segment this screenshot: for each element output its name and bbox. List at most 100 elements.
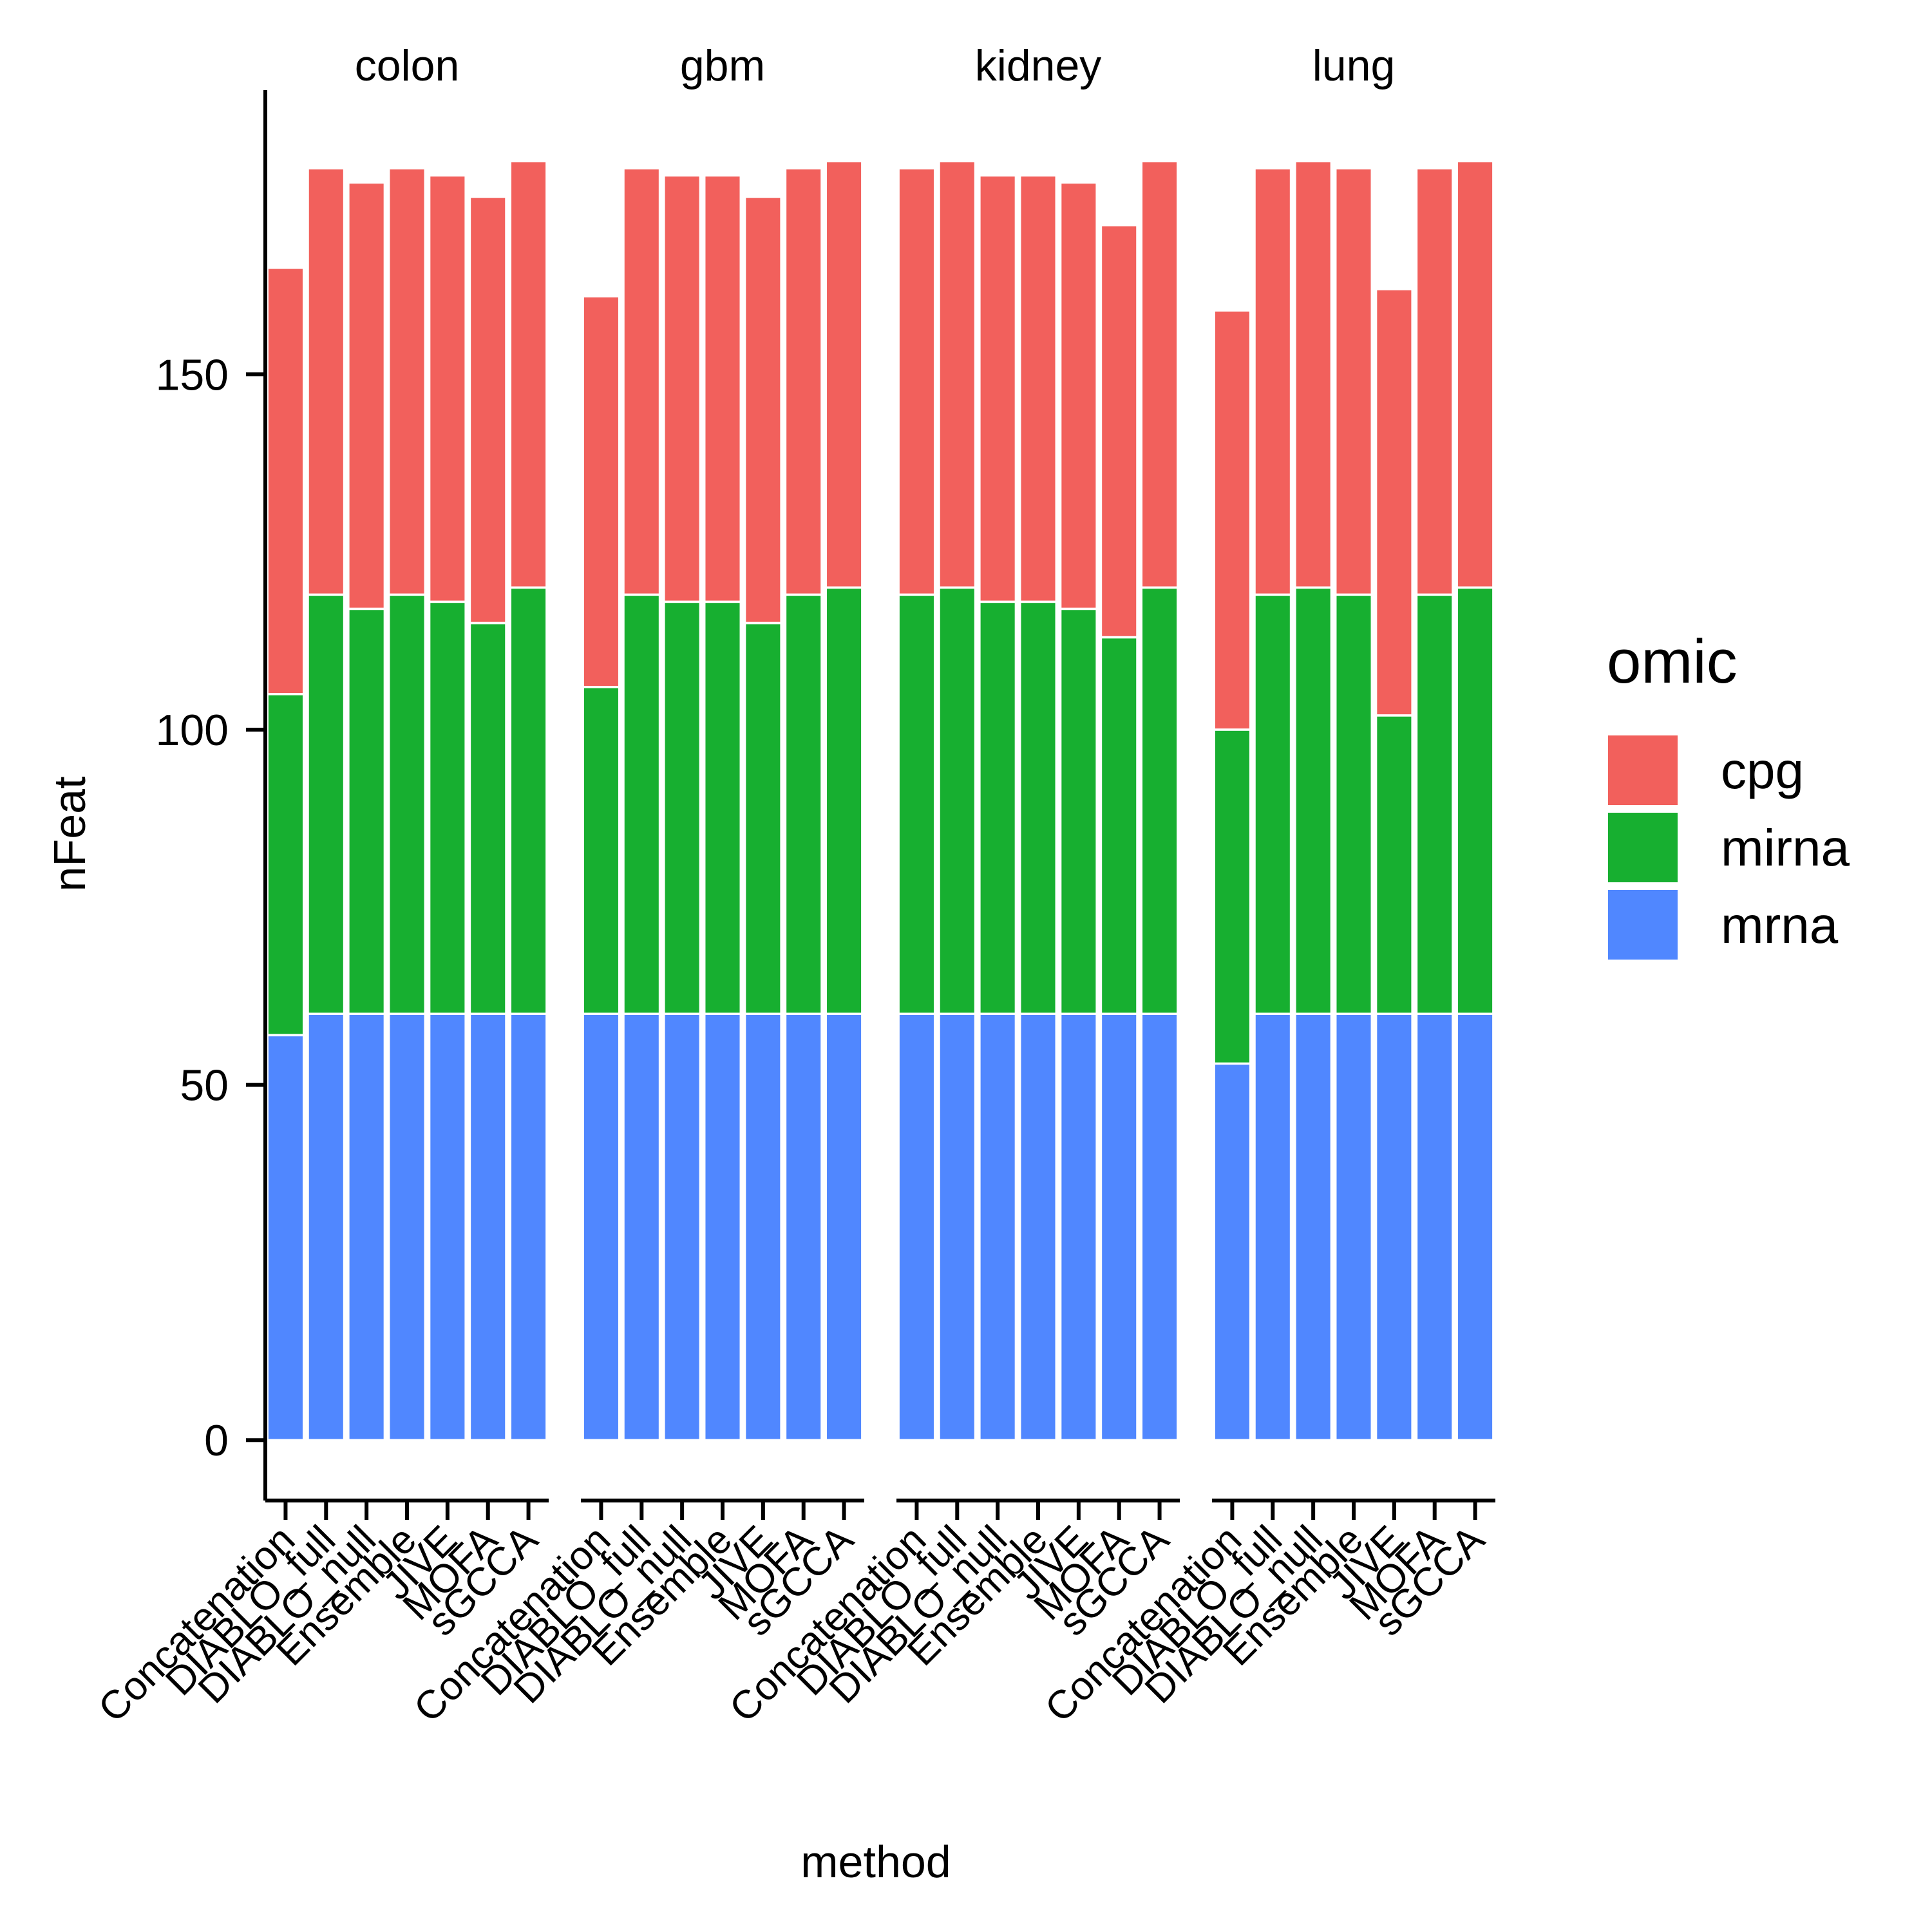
bar-gbm-MOFA-cpg bbox=[784, 167, 823, 596]
bar-kidney-sGCCA-cpg bbox=[1140, 160, 1179, 589]
y-tick-label: 0 bbox=[204, 1416, 229, 1465]
bar-gbm-DIABLO_full-cpg bbox=[622, 167, 661, 596]
bar-gbm-DIABLO_full-mirna bbox=[622, 593, 661, 1016]
bar-kidney-Ensemble-mrna bbox=[1018, 1012, 1058, 1441]
bar-colon-DIABLO_full-cpg bbox=[307, 167, 346, 596]
bar-kidney-MOFA-mirna bbox=[1099, 636, 1139, 1016]
bar-gbm-DIABLO_full-mrna bbox=[622, 1012, 661, 1441]
bar-colon-Ensemble-mirna bbox=[387, 593, 427, 1016]
bar-gbm-sGCCA-mirna bbox=[824, 586, 864, 1016]
bar-colon-DIABLO_full-mirna bbox=[307, 593, 346, 1016]
facet-strip-label: kidney bbox=[975, 41, 1102, 90]
bar-gbm-sGCCA-cpg bbox=[824, 160, 864, 589]
facet-gbm: gbmConcatenationDIABLO_fullDIABLO_nullEn… bbox=[406, 41, 864, 1731]
bar-gbm-Ensemble-cpg bbox=[703, 174, 743, 603]
bar-kidney-Ensemble-cpg bbox=[1018, 174, 1058, 603]
bar-lung-DIABLO_null-mrna bbox=[1294, 1012, 1333, 1441]
y-axis-title: nFeat bbox=[44, 777, 95, 892]
bar-colon-JIVE-cpg bbox=[428, 174, 467, 603]
facet-strip-label: lung bbox=[1312, 41, 1396, 90]
legend-swatch-mirna bbox=[1605, 810, 1680, 885]
bar-colon-sGCCA-mrna bbox=[509, 1012, 548, 1441]
bar-lung-DIABLO_null-cpg bbox=[1294, 160, 1333, 589]
bar-lung-sGCCA-mirna bbox=[1455, 586, 1495, 1016]
bar-gbm-MOFA-mirna bbox=[784, 593, 823, 1016]
bar-kidney-DIABLO_full-mrna bbox=[938, 1012, 977, 1441]
bar-gbm-DIABLO_null-mirna bbox=[663, 600, 702, 1016]
bar-colon-DIABLO_null-cpg bbox=[347, 181, 386, 611]
bar-lung-MOFA-cpg bbox=[1415, 167, 1454, 596]
bar-lung-DIABLO_full-mrna bbox=[1253, 1012, 1293, 1441]
facet-strip-label: colon bbox=[355, 41, 460, 90]
bar-kidney-MOFA-cpg bbox=[1099, 223, 1139, 639]
bar-lung-DIABLO_full-cpg bbox=[1253, 167, 1293, 596]
bar-colon-MOFA-mirna bbox=[468, 621, 507, 1016]
legend-label-mirna: mirna bbox=[1721, 819, 1850, 876]
bar-kidney-DIABLO_null-cpg bbox=[978, 174, 1018, 603]
bar-kidney-Ensemble-mirna bbox=[1018, 600, 1058, 1016]
bar-colon-MOFA-mrna bbox=[468, 1012, 507, 1441]
bar-gbm-JIVE-cpg bbox=[743, 195, 782, 625]
bar-colon-JIVE-mirna bbox=[428, 600, 467, 1016]
bar-lung-JIVE-cpg bbox=[1374, 288, 1414, 717]
bar-colon-sGCCA-cpg bbox=[509, 160, 548, 589]
bar-lung-sGCCA-mrna bbox=[1455, 1012, 1495, 1441]
bar-kidney-Concatenation-mirna bbox=[897, 593, 936, 1016]
bar-gbm-DIABLO_null-mrna bbox=[663, 1012, 702, 1441]
bar-lung-MOFA-mirna bbox=[1415, 593, 1454, 1016]
bar-lung-sGCCA-cpg bbox=[1455, 160, 1495, 589]
bar-lung-Ensemble-mirna bbox=[1334, 593, 1374, 1016]
legend-items: cpg mirna mrna bbox=[1605, 733, 1850, 962]
bar-kidney-Concatenation-mrna bbox=[897, 1012, 936, 1441]
facet-panels: colonConcatenationDIABLO_fullDIABLO_null… bbox=[90, 41, 1495, 1731]
bar-kidney-DIABLO_full-mirna bbox=[938, 586, 977, 1016]
bar-lung-DIABLO_null-mirna bbox=[1294, 586, 1333, 1016]
bar-kidney-DIABLO_null-mrna bbox=[978, 1012, 1018, 1441]
bar-colon-MOFA-cpg bbox=[468, 195, 507, 625]
bar-kidney-sGCCA-mrna bbox=[1140, 1012, 1179, 1441]
bar-kidney-sGCCA-mirna bbox=[1140, 586, 1179, 1016]
bar-gbm-Concatenation-cpg bbox=[582, 295, 621, 688]
legend-title: omic bbox=[1607, 627, 1738, 696]
bar-kidney-DIABLO_null-mirna bbox=[978, 600, 1018, 1016]
bar-colon-DIABLO_null-mrna bbox=[347, 1012, 386, 1441]
bar-colon-Ensemble-mrna bbox=[387, 1012, 427, 1441]
bar-kidney-JIVE-mrna bbox=[1059, 1012, 1098, 1441]
y-tick-label: 150 bbox=[156, 350, 229, 399]
bar-gbm-JIVE-mrna bbox=[743, 1012, 782, 1441]
bar-gbm-MOFA-mrna bbox=[784, 1012, 823, 1441]
bar-lung-MOFA-mrna bbox=[1415, 1012, 1454, 1441]
bar-kidney-JIVE-mirna bbox=[1059, 607, 1098, 1016]
facet-strip-label: gbm bbox=[680, 41, 765, 90]
bar-lung-JIVE-mrna bbox=[1374, 1012, 1414, 1441]
legend-swatch-mrna bbox=[1605, 887, 1680, 962]
bar-gbm-Concatenation-mirna bbox=[582, 686, 621, 1016]
bar-colon-DIABLO_full-mrna bbox=[307, 1012, 346, 1441]
bar-lung-JIVE-mirna bbox=[1374, 714, 1414, 1016]
bar-kidney-DIABLO_full-cpg bbox=[938, 160, 977, 589]
legend-label-mrna: mrna bbox=[1721, 896, 1839, 954]
bar-gbm-Ensemble-mirna bbox=[703, 600, 743, 1016]
y-tick-label: 50 bbox=[180, 1061, 229, 1110]
bar-lung-Concatenation-mrna bbox=[1213, 1062, 1252, 1441]
legend-label-cpg: cpg bbox=[1721, 742, 1804, 799]
bar-lung-Concatenation-mirna bbox=[1213, 728, 1252, 1065]
x-axis-title: method bbox=[800, 1837, 951, 1887]
bar-lung-Concatenation-cpg bbox=[1213, 309, 1252, 731]
bar-gbm-JIVE-mirna bbox=[743, 621, 782, 1016]
facet-kidney: kidneyConcatenationDIABLO_fullDIABLO_nul… bbox=[721, 41, 1180, 1731]
bar-lung-DIABLO_full-mirna bbox=[1253, 593, 1293, 1016]
bar-colon-Ensemble-cpg bbox=[387, 167, 427, 596]
bar-kidney-JIVE-cpg bbox=[1059, 181, 1098, 611]
y-tick-label: 100 bbox=[156, 706, 229, 755]
bar-colon-Concatenation-cpg bbox=[266, 267, 305, 696]
bar-gbm-Ensemble-mrna bbox=[703, 1012, 743, 1441]
bar-lung-Ensemble-mrna bbox=[1334, 1012, 1374, 1441]
bar-kidney-Concatenation-cpg bbox=[897, 167, 936, 596]
y-axis: 0 50 100 150 bbox=[156, 90, 267, 1501]
bar-gbm-DIABLO_null-cpg bbox=[663, 174, 702, 603]
facet-colon: colonConcatenationDIABLO_fullDIABLO_null… bbox=[90, 41, 549, 1731]
bar-colon-Concatenation-mirna bbox=[266, 693, 305, 1037]
bar-kidney-MOFA-mrna bbox=[1099, 1012, 1139, 1441]
